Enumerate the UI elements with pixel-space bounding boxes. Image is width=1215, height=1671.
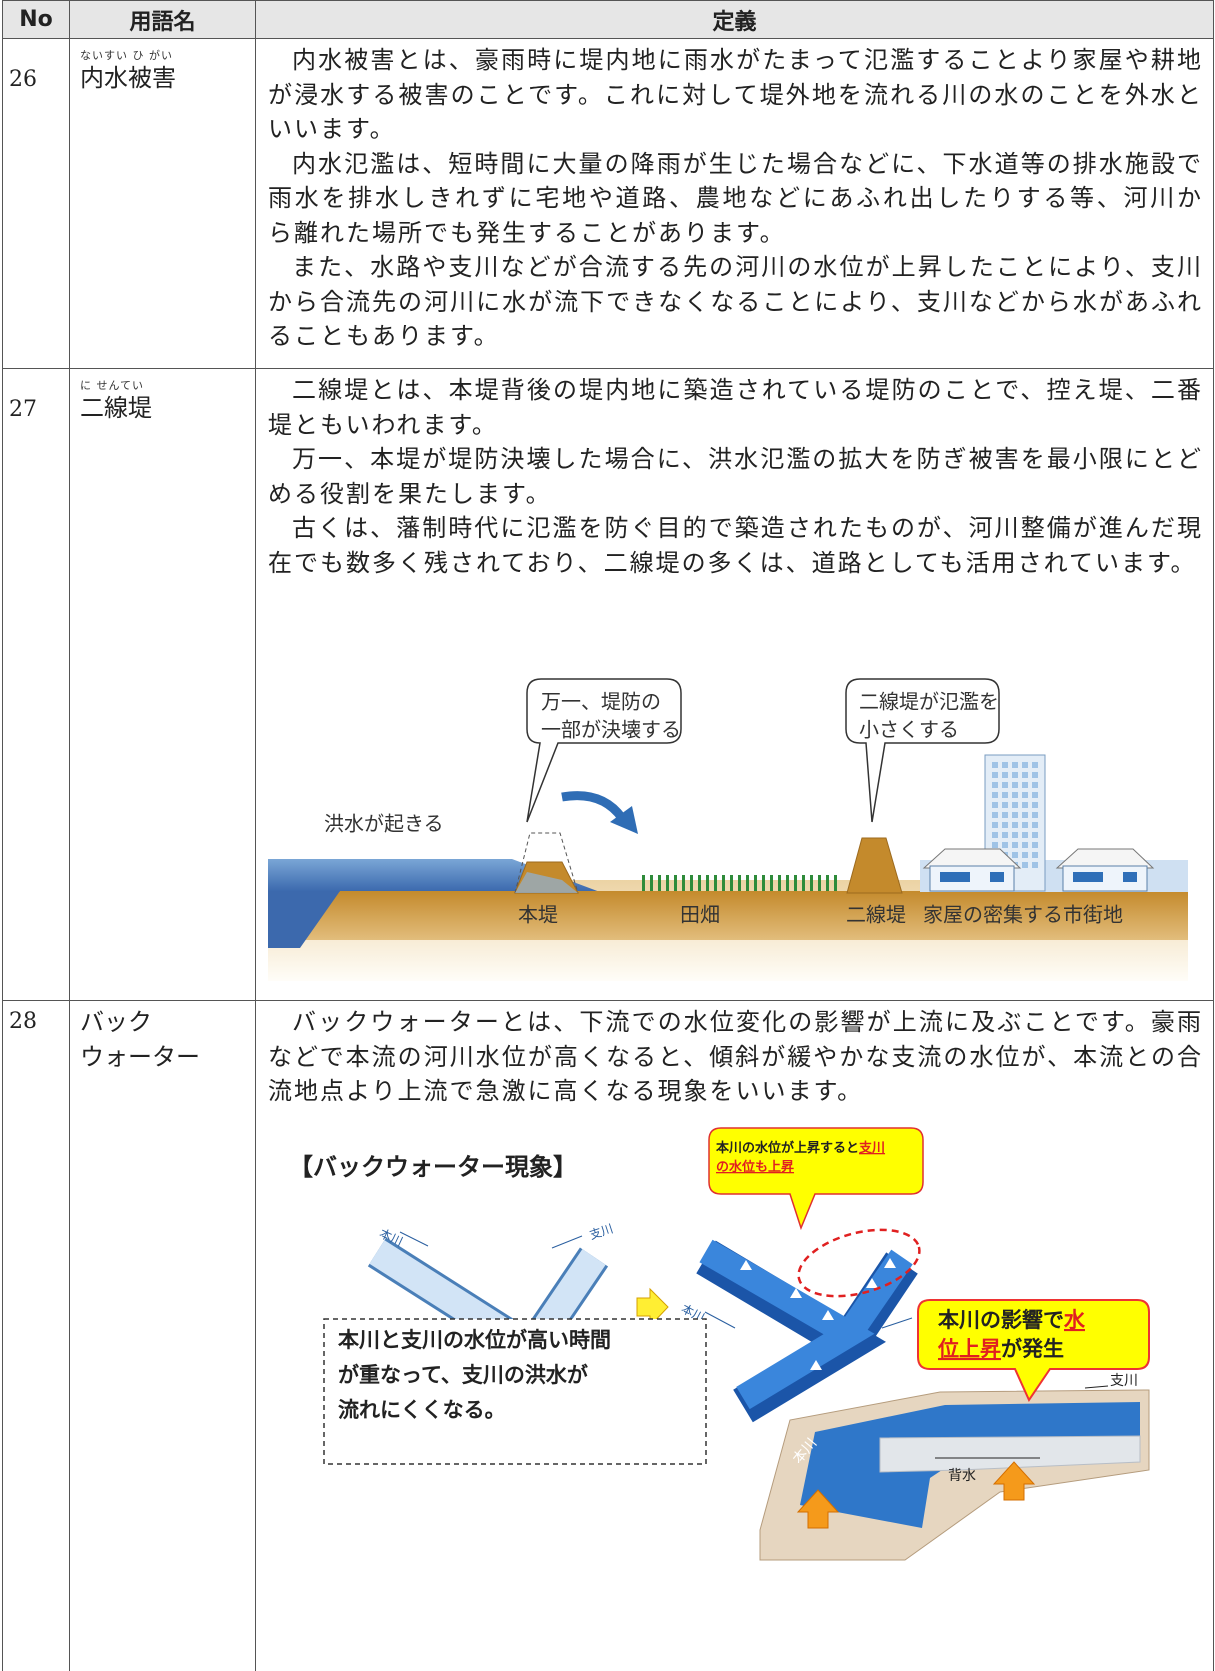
- no-cell: 28: [2, 1000, 70, 1671]
- definition-paragraph: 万一、本堤が堤防決壊した場合に、洪水氾濫の拡大を防ぎ被害を最小限にとどめる役割を…: [268, 445, 1203, 508]
- definition-cell: 内水被害とは、豪雨時に堤内地に雨水がたまって氾濫することより家屋や耕地が浸水する…: [255, 38, 1214, 369]
- no-cell: 27: [2, 368, 70, 1001]
- header-cell: No: [2, 0, 70, 39]
- definition-paragraph: また、水路や支川などが合流する先の河川の水位が上昇したことにより、支川から合流先…: [268, 253, 1203, 350]
- term-reading: に せんてい: [80, 379, 144, 392]
- no-cell: 26: [2, 38, 70, 369]
- table-body: 26 ないすい ひ がい 内水被害 内水被害とは、豪雨時に堤内地に雨水がたまって氾濫す…: [2, 38, 1214, 1671]
- term-cell: バック ウォーター: [69, 1000, 256, 1671]
- term-name: バック: [80, 1008, 152, 1036]
- table-row: 28 バック ウォーター バックウォーターとは、下流での水位変化の影響が上流に及ぶこと…: [2, 1000, 1214, 1671]
- term-name: ウォーター: [80, 1042, 200, 1071]
- header-cell: 用語名: [69, 0, 256, 39]
- term-number: 27: [9, 397, 37, 422]
- term-name: 二線堤: [80, 394, 152, 422]
- definition-paragraph: 内水氾濫は、短時間に大量の降雨が生じた場合などに、下水道等の排水施設で雨水を排水…: [268, 149, 1203, 247]
- term-number: 26: [9, 67, 37, 92]
- header-cell: 定義: [255, 0, 1214, 39]
- term-reading: ないすい ひ がい: [80, 49, 173, 62]
- definition-cell: バックウォーターとは、下流での水位変化の影響が上流に及ぶことです。豪雨などで本流…: [255, 1000, 1214, 1671]
- table-row: 26 ないすい ひ がい 内水被害 内水被害とは、豪雨時に堤内地に雨水がたまって氾濫す…: [2, 38, 1214, 369]
- definition-cell: 二線堤とは、本堤背後の堤内地に築造されている堤防のことで、控え堤、二番堤ともいわ…: [255, 368, 1214, 1001]
- term-name: 内水被害: [80, 64, 176, 92]
- term-cell: ないすい ひ がい内水被害: [69, 38, 256, 369]
- definition-paragraph: 二線堤とは、本堤背後の堤内地に築造されている堤防のことで、控え堤、二番堤ともいわ…: [268, 376, 1203, 439]
- definition-paragraph: 内水被害とは、豪雨時に堤内地に雨水がたまって氾濫することより家屋や耕地が浸水する…: [268, 46, 1203, 143]
- term-number: 28: [9, 1009, 37, 1034]
- definition-paragraph: バックウォーターとは、下流での水位変化の影響が上流に及ぶことです。豪雨などで本流…: [268, 1008, 1203, 1105]
- term-cell: に せんてい 二線堤: [69, 368, 256, 1001]
- definition-paragraph: 古くは、藩制時代に氾濫を防ぐ目的で築造されたものが、河川整備が進んだ現在でも数多…: [268, 514, 1203, 577]
- table-row: 27 に せんてい 二線堤 二線堤とは、本堤背後の堤内地に築造されている堤防のことで、…: [2, 368, 1214, 1001]
- header-row: No 用語名 定義: [2, 0, 1214, 39]
